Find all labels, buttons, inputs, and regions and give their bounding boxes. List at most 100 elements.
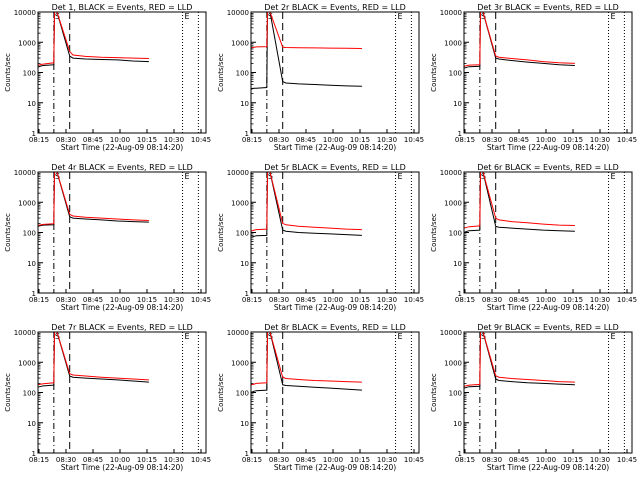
y-tick-label: 100	[449, 230, 462, 238]
y-tick-label: 100	[236, 70, 249, 78]
x-tick-label: 10:00	[536, 136, 556, 144]
x-tick-label: 10:15	[350, 296, 370, 304]
events-series-line	[37, 171, 149, 227]
y-axis-label: Counts/sec	[217, 373, 225, 412]
x-tick-label: 10:15	[350, 456, 370, 464]
y-tick-label: 1	[245, 130, 249, 138]
end-label: E	[611, 172, 616, 181]
x-tick-label: 10:30	[377, 456, 397, 464]
x-tick-label: 10:00	[536, 296, 556, 304]
panel-det-4: Det 4r BLACK = Events, RED = LLD 1 10 100 10…	[4, 163, 211, 312]
y-axis-label: Counts/sec	[4, 373, 12, 412]
x-tick-label: 10:00	[323, 296, 343, 304]
y-tick-label: 1000	[444, 199, 462, 207]
panel-title: Det 6r BLACK = Events, RED = LLD	[477, 163, 619, 172]
panel-title: Det 1, BLACK = Events, RED = LLD	[52, 3, 193, 12]
panel-det-9: Det 9r BLACK = Events, RED = LLD 1 10 100 10…	[430, 323, 637, 472]
lld-series-line	[463, 331, 575, 387]
events-series-line	[463, 331, 575, 389]
panel-det-6: Det 6r BLACK = Events, RED = LLD 1 10 100 10…	[430, 163, 637, 312]
events-series-line	[463, 11, 575, 69]
lld-series-line	[250, 171, 362, 232]
events-series-line	[463, 171, 575, 233]
y-tick-label: 1000	[231, 199, 249, 207]
start-label: S	[268, 172, 273, 181]
end-label: E	[185, 12, 190, 21]
start-label: S	[55, 332, 60, 341]
x-tick-label: 10:30	[590, 456, 610, 464]
y-tick-label: 1	[32, 290, 36, 298]
plot-frame	[250, 171, 420, 294]
x-tick-label: 10:15	[137, 136, 157, 144]
x-tick-label: 08:45	[509, 296, 529, 304]
end-label: E	[398, 172, 403, 181]
plot-frame	[463, 11, 633, 134]
x-tick-label: 10:30	[164, 296, 184, 304]
lld-series-line	[37, 11, 149, 66]
x-tick-label: 08:30	[482, 296, 502, 304]
end-label: E	[611, 332, 616, 341]
y-tick-label: 1	[32, 130, 36, 138]
x-axis-label: Start Time (22-Aug-09 08:14:20)	[487, 143, 609, 152]
x-tick-label: 10:45	[404, 296, 424, 304]
end-label: E	[185, 332, 190, 341]
x-tick-label: 08:15	[455, 296, 475, 304]
x-tick-label: 10:00	[110, 456, 130, 464]
y-tick-label: 1	[245, 450, 249, 458]
x-tick-label: 08:45	[296, 456, 316, 464]
x-tick-label: 10:00	[110, 136, 130, 144]
plot-frame	[37, 331, 207, 454]
y-tick-label: 10000	[440, 9, 462, 17]
x-tick-label: 10:45	[191, 456, 211, 464]
y-tick-label: 10	[453, 420, 462, 428]
panel-det-5: Det 5r BLACK = Events, RED = LLD 1 10 100 10…	[217, 163, 424, 312]
x-tick-label: 08:30	[56, 136, 76, 144]
y-tick-label: 100	[23, 70, 36, 78]
x-tick-label: 10:30	[590, 296, 610, 304]
x-tick-label: 10:45	[617, 296, 637, 304]
x-tick-label: 08:15	[29, 456, 49, 464]
x-tick-label: 08:30	[56, 456, 76, 464]
y-tick-label: 1000	[231, 359, 249, 367]
lld-series-line	[250, 11, 362, 49]
lld-series-line	[250, 331, 362, 386]
y-tick-label: 1	[458, 290, 462, 298]
x-tick-label: 10:15	[563, 296, 583, 304]
start-label: S	[481, 172, 486, 181]
x-tick-label: 10:45	[404, 456, 424, 464]
x-axis-label: Start Time (22-Aug-09 08:14:20)	[61, 303, 183, 312]
y-tick-label: 100	[449, 70, 462, 78]
y-tick-label: 10000	[227, 169, 249, 177]
y-tick-label: 10000	[14, 169, 36, 177]
y-tick-label: 1	[458, 130, 462, 138]
y-tick-label: 10	[27, 260, 36, 268]
panel-title: Det 5r BLACK = Events, RED = LLD	[264, 163, 406, 172]
panel-title: Det 3r BLACK = Events, RED = LLD	[477, 3, 619, 12]
end-label: E	[611, 12, 616, 21]
x-tick-label: 08:15	[242, 136, 262, 144]
y-tick-label: 1000	[18, 39, 36, 47]
y-axis-label: Counts/sec	[430, 373, 438, 412]
x-tick-label: 08:30	[269, 456, 289, 464]
x-tick-label: 10:00	[110, 296, 130, 304]
y-tick-label: 1	[245, 290, 249, 298]
y-axis-label: Counts/sec	[430, 213, 438, 252]
x-tick-label: 08:15	[455, 136, 475, 144]
plot-frame	[463, 331, 633, 454]
x-tick-label: 08:45	[83, 136, 103, 144]
y-tick-label: 100	[449, 390, 462, 398]
x-tick-label: 10:30	[377, 296, 397, 304]
y-tick-label: 100	[23, 230, 36, 238]
y-tick-label: 10	[453, 100, 462, 108]
x-tick-label: 08:15	[29, 296, 49, 304]
events-series-line	[250, 331, 362, 393]
plot-frame	[250, 331, 420, 454]
y-tick-label: 10000	[440, 329, 462, 337]
x-tick-label: 10:45	[191, 296, 211, 304]
y-tick-label: 1	[458, 450, 462, 458]
y-axis-label: Counts/sec	[4, 213, 12, 252]
plot-frame	[37, 11, 207, 134]
x-tick-label: 10:45	[404, 136, 424, 144]
x-tick-label: 10:15	[563, 456, 583, 464]
x-tick-label: 08:45	[83, 296, 103, 304]
